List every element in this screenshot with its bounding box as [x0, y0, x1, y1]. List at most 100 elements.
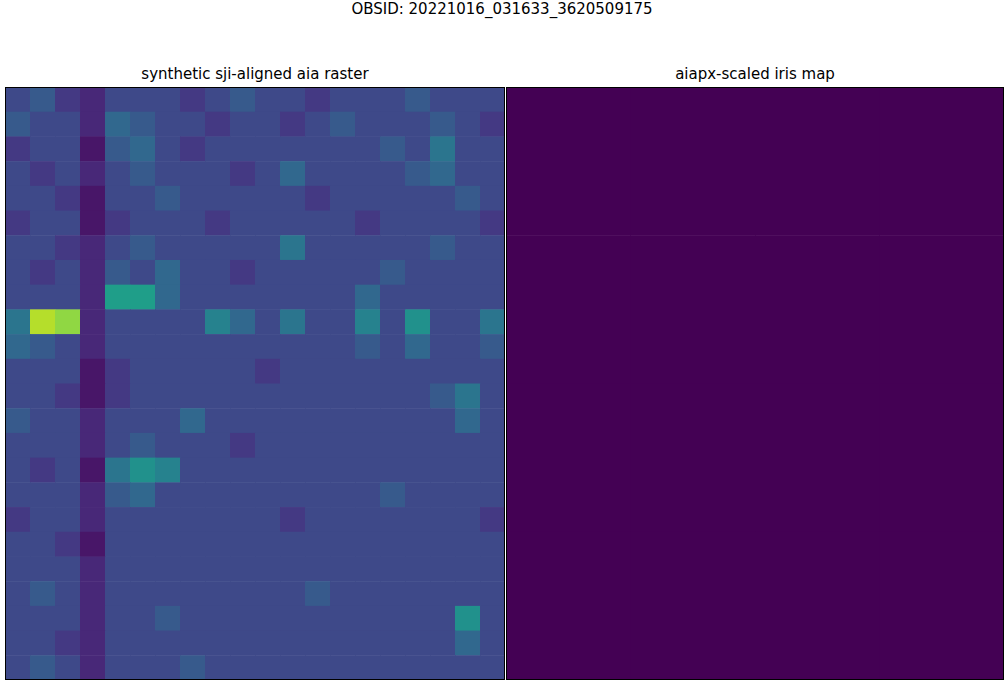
heatmap-cell [380, 285, 406, 310]
heatmap-cell [305, 87, 331, 112]
heatmap-cell [255, 581, 281, 606]
heatmap-cell [55, 556, 81, 581]
heatmap-cell [480, 433, 505, 458]
heatmap-cell [180, 408, 206, 433]
heatmap-cell [255, 87, 281, 112]
heatmap-cell [155, 655, 181, 680]
heatmap-cell [155, 408, 181, 433]
panel-frame [6, 88, 505, 680]
heatmap-cell [255, 532, 281, 557]
heatmap-cell [355, 186, 381, 211]
heatmap-cell [30, 532, 56, 557]
heatmap-cell [205, 433, 231, 458]
heatmap-cell [355, 606, 381, 631]
heatmap-cell [430, 359, 456, 384]
heatmap-cell [155, 309, 181, 334]
heatmap-cell [30, 631, 56, 656]
heatmap-cell [455, 482, 481, 507]
heatmap-cell [455, 260, 481, 285]
heatmap-cell [180, 655, 206, 680]
heatmap-cell [180, 309, 206, 334]
heatmap-cell [80, 359, 106, 384]
heatmap-cell [155, 384, 181, 409]
heatmap-cell [430, 384, 456, 409]
heatmap-cell [755, 384, 880, 533]
heatmap-cell [205, 260, 231, 285]
heatmap-cell [80, 334, 106, 359]
heatmap-cell [30, 161, 56, 186]
heatmap-cell [255, 359, 281, 384]
heatmap-cell [130, 606, 156, 631]
heatmap-cell [455, 581, 481, 606]
heatmap-cell [380, 161, 406, 186]
heatmap-cell [180, 433, 206, 458]
heatmap-cell [880, 384, 1004, 533]
heatmap-cell [405, 433, 431, 458]
heatmap-cell [230, 359, 256, 384]
heatmap-cell [80, 384, 106, 409]
heatmap-cell [55, 235, 81, 260]
heatmap-cell [5, 384, 31, 409]
heatmap-cell [305, 631, 331, 656]
heatmap-cell [455, 507, 481, 532]
heatmap-cell [155, 532, 181, 557]
heatmap-cell [205, 211, 231, 236]
heatmap-cell [80, 556, 106, 581]
heatmap-cell [380, 482, 406, 507]
heatmap-cell [155, 87, 181, 112]
heatmap-cell [5, 136, 31, 161]
heatmap-cell [230, 532, 256, 557]
heatmap-cell [130, 655, 156, 680]
heatmap-cell [180, 507, 206, 532]
heatmap-cell [105, 458, 131, 483]
heatmap-cell [130, 235, 156, 260]
heatmap-cell [480, 112, 505, 137]
heatmap-cell [255, 161, 281, 186]
heatmap-cell [506, 87, 631, 236]
heatmap-cell [55, 581, 81, 606]
heatmap-cell [455, 458, 481, 483]
heatmap-cell [255, 211, 281, 236]
heatmap-cell [755, 235, 880, 384]
heatmap-cell [280, 507, 306, 532]
heatmap-cell [280, 532, 306, 557]
heatmap-cell [355, 309, 381, 334]
heatmap-cell [205, 359, 231, 384]
heatmap-cell [355, 507, 381, 532]
heatmap-cell [255, 136, 281, 161]
heatmap-cell [80, 655, 106, 680]
heatmap-cell [380, 408, 406, 433]
heatmap-cell [105, 260, 131, 285]
heatmap-cell [506, 532, 631, 680]
heatmap-cell [280, 285, 306, 310]
heatmap-cell [430, 87, 456, 112]
heatmap-cell [255, 186, 281, 211]
heatmap-cell [430, 581, 456, 606]
heatmap-cell [205, 136, 231, 161]
heatmap-cell [330, 556, 356, 581]
heatmap-cell [5, 359, 31, 384]
heatmap-cell [355, 334, 381, 359]
heatmap-cell [55, 87, 81, 112]
panel-frame [507, 88, 1004, 680]
heatmap-cell [105, 186, 131, 211]
heatmap-cell [205, 655, 231, 680]
heatmap-cell [305, 458, 331, 483]
heatmap-cell [155, 482, 181, 507]
heatmap-cell [205, 482, 231, 507]
heatmap-cell [380, 581, 406, 606]
heatmap-cell [330, 458, 356, 483]
heatmap-cell [380, 433, 406, 458]
heatmap-cell [480, 482, 505, 507]
heatmap-cell [380, 606, 406, 631]
heatmap-cell [455, 532, 481, 557]
heatmap-cell [405, 631, 431, 656]
heatmap-cell [380, 211, 406, 236]
heatmap-cell [30, 458, 56, 483]
heatmap-cell [430, 532, 456, 557]
heatmap-cell [405, 655, 431, 680]
heatmap-cell [5, 507, 31, 532]
heatmap-cell [155, 556, 181, 581]
heatmap-cell [55, 433, 81, 458]
heatmap-cell [380, 260, 406, 285]
